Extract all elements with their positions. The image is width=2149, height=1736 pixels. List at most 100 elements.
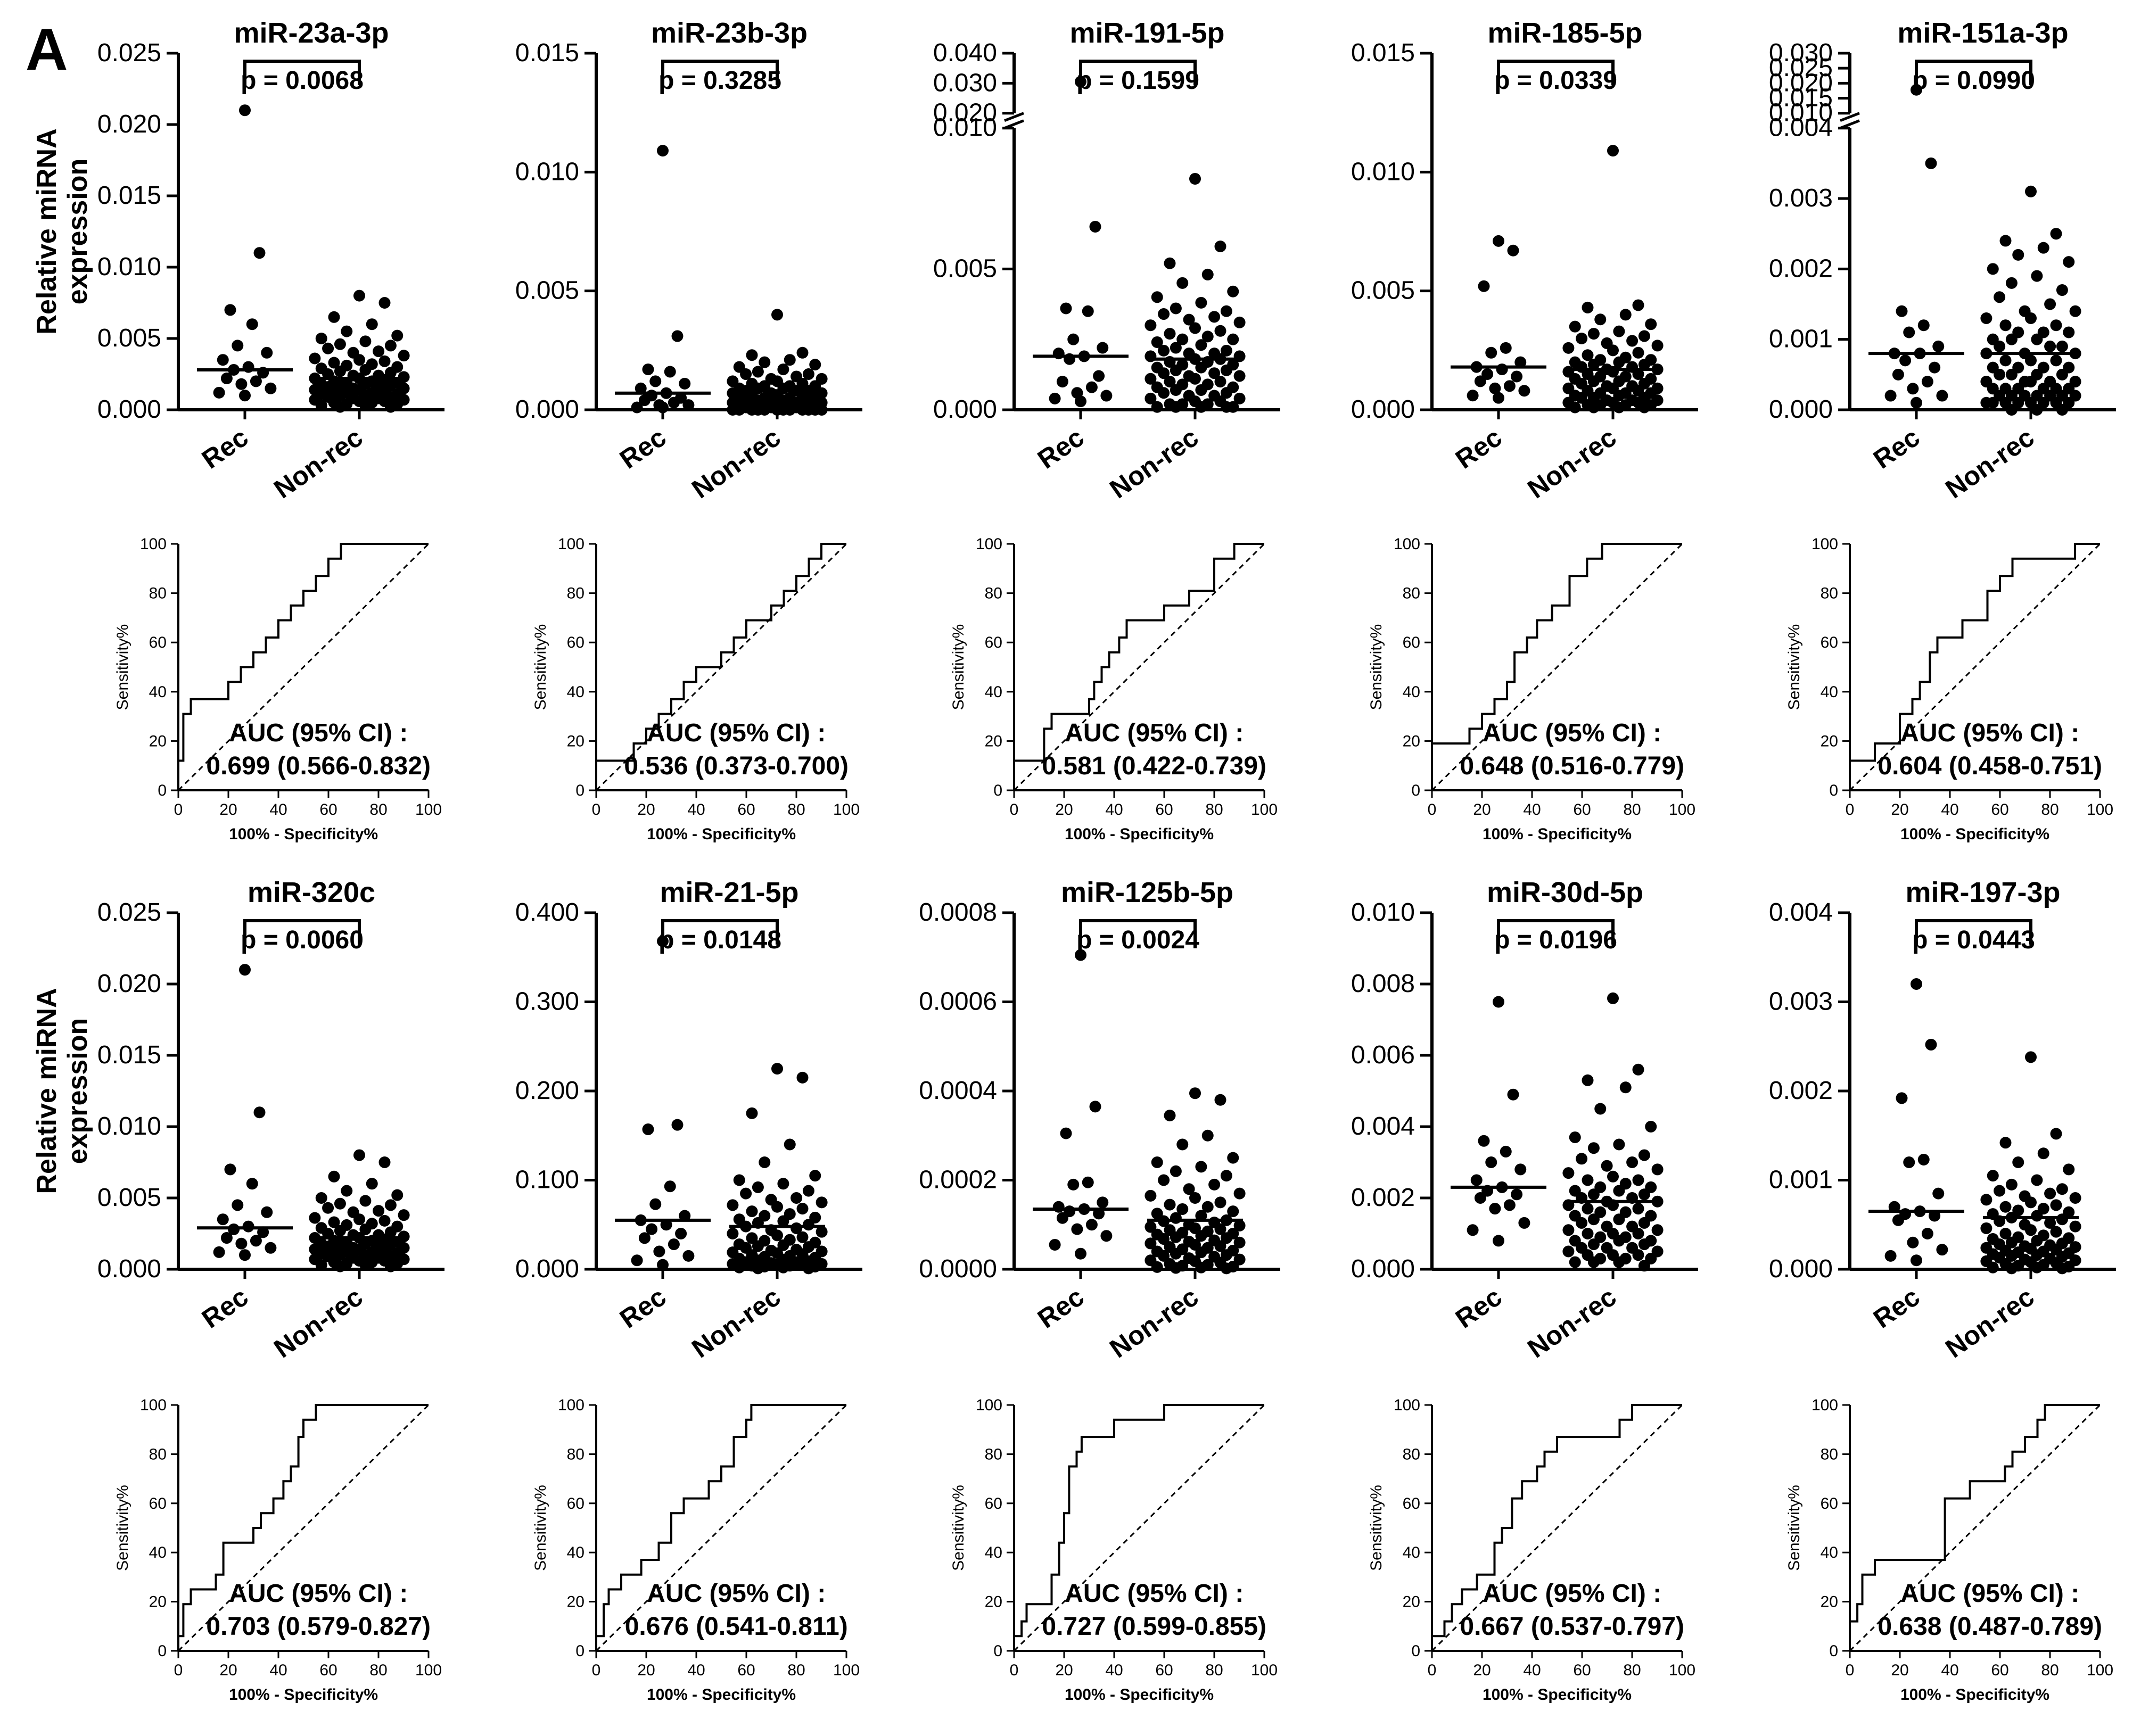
y-tick-label: 80 (149, 1445, 167, 1463)
data-point (1151, 401, 1163, 413)
data-point (1651, 1163, 1664, 1176)
data-point (1632, 1249, 1644, 1261)
x-axis-label: 100% - Specificity% (1483, 825, 1632, 843)
x-tick-label: 60 (1155, 1661, 1173, 1679)
data-point (2031, 333, 2043, 345)
y-tick-label: 60 (149, 1495, 167, 1512)
data-point (1987, 263, 1999, 275)
y-tick-label: 0.000 (1351, 1255, 1415, 1283)
y-tick-label: 0 (993, 1642, 1002, 1660)
p-value-label: p = 0.0443 (1912, 926, 2035, 954)
x-tick-label: Rec (614, 422, 671, 474)
x-tick-label: 100 (2087, 801, 2113, 819)
roc-curve (1431, 543, 1682, 790)
data-point (1921, 376, 1933, 388)
y-tick-label: 0.020 (97, 110, 161, 138)
data-point (378, 355, 391, 367)
data-point (1980, 1194, 1992, 1206)
y-axis-label: Sensitivity% (532, 624, 549, 710)
data-point (1613, 1138, 1625, 1151)
x-tick-label: 60 (737, 1661, 755, 1679)
data-point (631, 401, 643, 414)
data-point (384, 1199, 397, 1211)
y-tick-label: 0.015 (97, 1041, 161, 1069)
auc-value: 0.581 (0.422-0.739) (1042, 752, 1266, 780)
y-tick-label: 0.040 (933, 39, 997, 67)
y-tick-label: 0.025 (97, 39, 161, 67)
y-tick-label: 0.006 (1351, 1041, 1415, 1069)
significance-bracket (243, 919, 361, 945)
data-point (1645, 318, 1657, 330)
data-point (1911, 84, 1922, 96)
data-point (657, 1259, 669, 1271)
x-tick-label: 40 (1105, 801, 1123, 819)
data-point (2050, 319, 2062, 332)
data-point (1493, 235, 1504, 247)
data-point (664, 1180, 676, 1193)
x-tick-label: 0 (1010, 1661, 1019, 1679)
data-point (1478, 1135, 1490, 1147)
data-point (2025, 1196, 2037, 1209)
y-tick-label: 20 (567, 732, 584, 750)
data-point (2069, 1192, 2081, 1204)
data-point (796, 1071, 809, 1084)
data-point (1999, 1201, 2012, 1213)
data-point (668, 396, 680, 409)
data-point (2056, 284, 2068, 296)
y-tick-label: 0.010 (1351, 898, 1415, 927)
y-tick-label: 100 (1812, 535, 1838, 553)
data-point (679, 377, 691, 390)
x-tick-label: 20 (1891, 801, 1908, 819)
x-tick-label: 20 (219, 801, 237, 819)
data-point (1994, 291, 2006, 303)
y-axis-label: expression (62, 159, 93, 305)
data-point (1632, 346, 1644, 359)
data-point (1189, 1192, 1201, 1204)
data-point (638, 1232, 651, 1244)
data-point (2025, 312, 2037, 324)
data-point (1619, 1081, 1632, 1094)
x-tick-label: 20 (1055, 801, 1073, 819)
data-point (1145, 1189, 1157, 1202)
data-point (1189, 1087, 1201, 1100)
data-point (1932, 340, 1945, 352)
data-point (740, 368, 752, 380)
data-point (1562, 1245, 1575, 1258)
data-point (2025, 376, 2037, 388)
data-point (1626, 335, 1638, 347)
y-tick-label: 100 (1394, 535, 1420, 553)
data-point (1587, 328, 1600, 340)
data-point (373, 1205, 385, 1217)
data-point (733, 1261, 745, 1274)
data-point (1233, 316, 1246, 328)
data-point (378, 297, 391, 309)
data-point (777, 1261, 789, 1274)
data-point (1481, 368, 1494, 380)
data-point (1158, 1250, 1170, 1262)
y-tick-label: 100 (976, 1396, 1002, 1414)
p-value-label: p = 0.0068 (241, 67, 364, 95)
data-point (1507, 1088, 1519, 1101)
y-tick-label: 0 (1829, 782, 1838, 799)
chart-title: miR-30d-5p (1487, 877, 1643, 908)
data-point (1582, 1203, 1594, 1215)
data-point (1651, 1224, 1664, 1236)
data-point (1220, 364, 1232, 376)
x-tick-label: 0 (1428, 1661, 1437, 1679)
data-point (2044, 1187, 2056, 1200)
roc-panel: 00 20 20 40 40 60 60 80 80 100 100 100% - Specifici… (950, 1396, 1278, 1704)
data-point (1052, 1201, 1065, 1213)
data-point (1582, 301, 1594, 313)
data-point (1493, 1235, 1504, 1247)
data-point (1189, 322, 1201, 334)
data-point (1220, 1262, 1232, 1275)
data-point (1474, 375, 1486, 387)
data-point (791, 1192, 803, 1204)
data-point (391, 329, 404, 342)
auc-label: AUC (95% CI) : (1483, 719, 1661, 747)
data-point (213, 1246, 225, 1258)
data-point (2044, 298, 2056, 310)
data-point (1158, 367, 1170, 379)
scatter-panel: 0.000 0.002 0.004 0.006 0.008 0.010 Rec Non-rec… (1351, 877, 1698, 1363)
